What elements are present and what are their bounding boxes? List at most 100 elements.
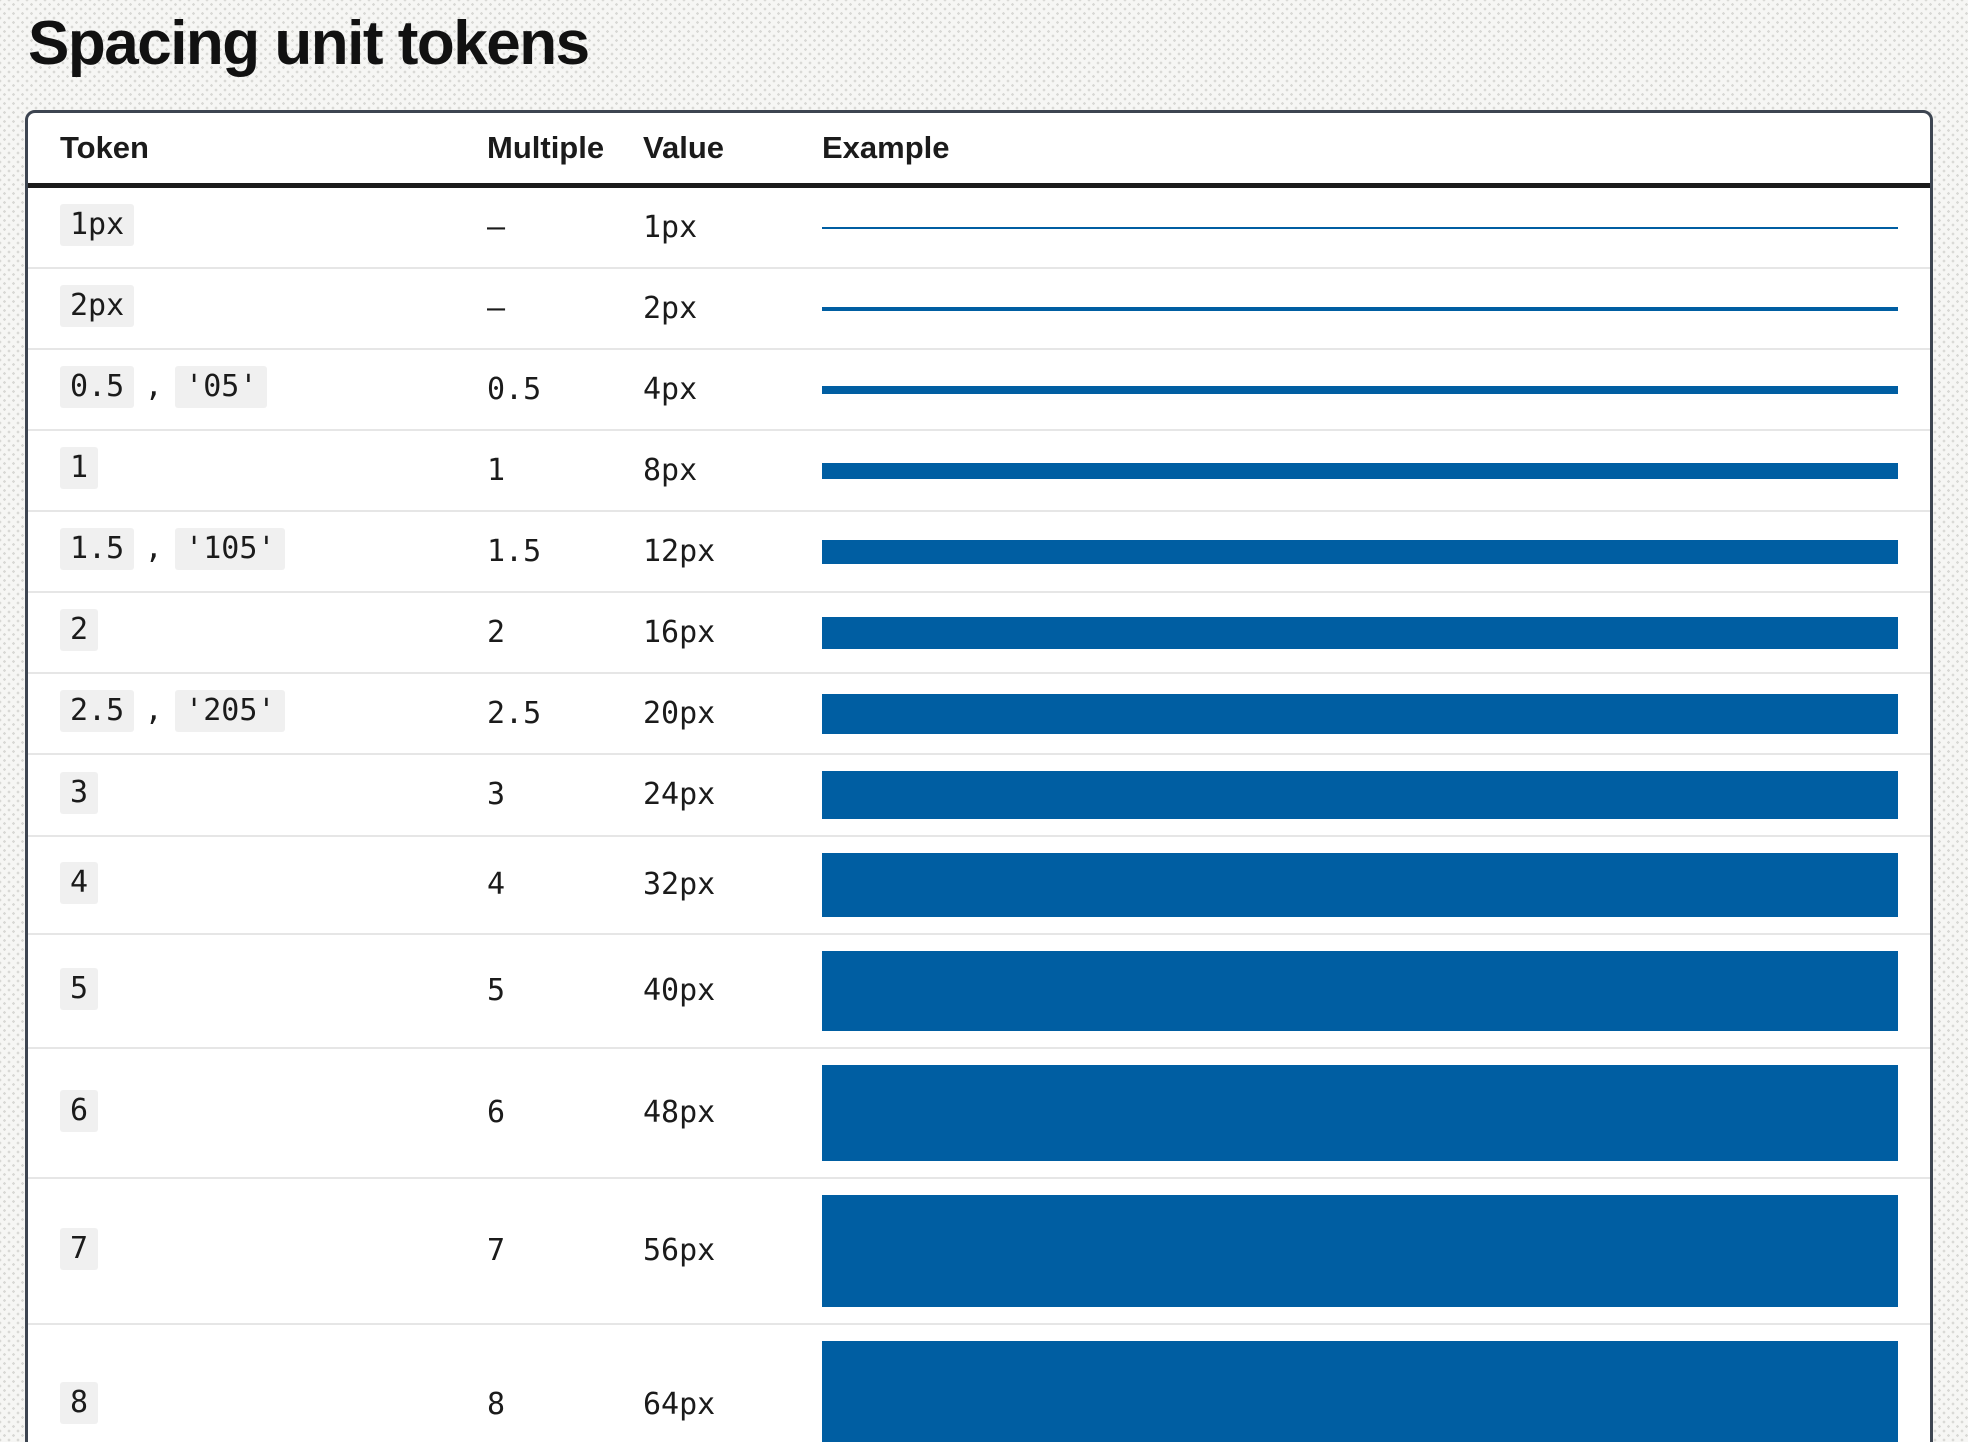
multiple-cell: 1 xyxy=(455,429,611,511)
token-cell: 5 xyxy=(28,933,455,1048)
token-code-badge: 2 xyxy=(60,609,99,651)
value-cell: 48px xyxy=(611,1047,790,1178)
token-separator: , xyxy=(144,531,163,566)
token-cell: 1 xyxy=(28,429,455,511)
value-cell: 1px xyxy=(643,209,698,245)
token-code-badge: 5 xyxy=(60,967,99,1010)
table-row: 7 7 56px xyxy=(28,1177,1930,1324)
column-header-token: Token xyxy=(28,113,455,188)
token-code-badge: 0.5 xyxy=(60,366,135,408)
multiple-cell: – xyxy=(487,209,506,245)
token-cell: 1px xyxy=(28,186,455,269)
value-cell: 56px xyxy=(611,1177,790,1324)
table-row: 2 2 16px xyxy=(28,591,1930,673)
table-row: 6 6 48px xyxy=(28,1047,1930,1178)
spacing-example-bar xyxy=(822,226,1898,229)
multiple-cell: 1.5 xyxy=(455,510,611,592)
table-row: 1 1 8px xyxy=(28,429,1930,511)
token-code-badge: 2px xyxy=(60,285,135,327)
table-row: 5 5 40px xyxy=(28,933,1930,1048)
value-cell: 4px xyxy=(611,348,790,430)
spacing-example-bar xyxy=(822,616,1898,649)
column-header-multiple: Multiple xyxy=(455,113,611,188)
token-code-badge: 1px xyxy=(60,204,135,246)
table-body: 1px – 1px 2px – 2px 0.5 , '05' 0.5 4px xyxy=(28,186,1930,1442)
token-cell: 2 xyxy=(28,591,455,673)
token-separator: , xyxy=(144,693,163,728)
multiple-cell: 7 xyxy=(455,1177,611,1324)
spacing-example-bar xyxy=(822,1341,1898,1442)
token-cell: 2.5 , '205' xyxy=(28,672,455,754)
example-cell xyxy=(790,591,1930,673)
value-cell: 32px xyxy=(611,835,790,934)
example-cell xyxy=(790,672,1930,754)
token-code-badge: 1 xyxy=(60,447,99,489)
token-cell: 0.5 , '05' xyxy=(28,348,455,430)
table-row: 1px – 1px xyxy=(28,186,1930,269)
value-cell: 16px xyxy=(611,591,790,673)
spacing-example-bar xyxy=(822,539,1898,564)
multiple-cell: – xyxy=(455,267,611,349)
example-cell xyxy=(790,835,1930,934)
spacing-example-bar xyxy=(822,385,1898,394)
token-alias-code-badge: '105' xyxy=(175,528,286,570)
spacing-example-bar xyxy=(822,1195,1898,1307)
value-cell: 24px xyxy=(611,753,790,836)
example-cell xyxy=(790,267,1930,349)
spacing-example-bar xyxy=(822,693,1898,734)
token-separator: , xyxy=(144,369,163,404)
page-title: Spacing unit tokens xyxy=(28,9,590,78)
spacing-example-bar xyxy=(822,771,1898,819)
token-cell: 8 xyxy=(28,1323,455,1442)
token-code-badge: 4 xyxy=(60,861,99,904)
table-row: 2.5 , '205' 2.5 20px xyxy=(28,672,1930,754)
example-cell xyxy=(790,1323,1930,1442)
token-cell: 3 xyxy=(28,753,455,836)
token-code-badge: 6 xyxy=(60,1089,99,1132)
multiple-cell: 4 xyxy=(455,835,611,934)
multiple-cell: 2.5 xyxy=(455,672,611,754)
multiple-cell: 6 xyxy=(455,1047,611,1178)
example-cell xyxy=(790,429,1930,511)
spacing-tokens-table: Token Multiple Value Example 1px – 1px 2… xyxy=(28,113,1930,1442)
value-cell: 40px xyxy=(611,933,790,1048)
token-code-badge: 8 xyxy=(60,1381,99,1424)
value-cell: 2px xyxy=(611,267,790,349)
token-alias-code-badge: '205' xyxy=(175,690,286,732)
column-header-example: Example xyxy=(790,113,1930,188)
table-header-row: Token Multiple Value Example xyxy=(28,113,1930,188)
token-cell: 4 xyxy=(28,835,455,934)
example-cell xyxy=(790,933,1930,1048)
multiple-cell: 2 xyxy=(455,591,611,673)
value-cell: 64px xyxy=(611,1323,790,1442)
multiple-cell: 5 xyxy=(455,933,611,1048)
token-code-badge: 2.5 xyxy=(60,690,135,732)
value-cell: 8px xyxy=(611,429,790,511)
token-cell: 2px xyxy=(28,267,455,349)
spacing-example-bar xyxy=(822,1065,1898,1161)
value-cell: 20px xyxy=(611,672,790,754)
table-row: 2px – 2px xyxy=(28,267,1930,349)
table-row: 4 4 32px xyxy=(28,835,1930,934)
table-row: 3 3 24px xyxy=(28,753,1930,836)
spacing-example-bar xyxy=(822,306,1898,311)
table-row: 0.5 , '05' 0.5 4px xyxy=(28,348,1930,430)
spacing-tokens-card: Token Multiple Value Example 1px – 1px 2… xyxy=(25,110,1933,1442)
column-header-value: Value xyxy=(611,113,790,188)
table-row: 8 8 64px xyxy=(28,1323,1930,1442)
token-cell: 1.5 , '105' xyxy=(28,510,455,592)
spacing-example-bar xyxy=(822,462,1898,479)
example-cell xyxy=(790,753,1930,836)
table-row: 1.5 , '105' 1.5 12px xyxy=(28,510,1930,592)
multiple-cell: 0.5 xyxy=(455,348,611,430)
token-code-badge: 1.5 xyxy=(60,528,135,570)
spacing-example-bar xyxy=(822,951,1898,1031)
token-cell: 7 xyxy=(28,1177,455,1324)
example-cell xyxy=(790,1047,1930,1178)
example-cell xyxy=(790,186,1930,269)
example-cell xyxy=(790,510,1930,592)
table-header: Token Multiple Value Example xyxy=(28,113,1930,188)
token-code-badge: 3 xyxy=(60,771,99,814)
example-cell xyxy=(790,348,1930,430)
multiple-cell: 3 xyxy=(455,753,611,836)
